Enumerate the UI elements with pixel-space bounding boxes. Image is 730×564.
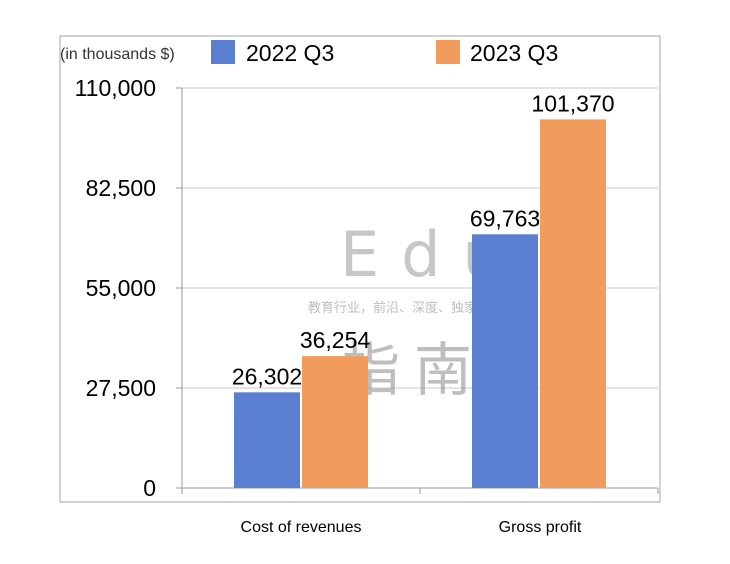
bar-2023-q3-gross-profit: [540, 119, 606, 488]
legend-swatch-2022: [211, 40, 235, 64]
legend-swatch-2023: [436, 40, 460, 64]
data-label: 69,763: [470, 205, 540, 231]
data-label: 26,302: [232, 363, 302, 389]
data-label: 101,370: [531, 90, 614, 116]
y-tick-label: 27,500: [86, 375, 156, 401]
y-tick-label: 0: [143, 475, 156, 501]
y-axis-ticks: 0 27,500 55,000 82,500 110,000: [75, 75, 182, 501]
unit-note: (in thousands $): [60, 46, 175, 63]
legend-label-2023: 2023 Q3: [470, 40, 558, 66]
legend-label-2022: 2022 Q3: [246, 40, 334, 66]
watermark-tagline: 教育行业，前沿、深度、独家: [308, 300, 477, 316]
legend: (in thousands $) 2022 Q3 2023 Q3: [60, 40, 558, 66]
y-tick-label: 82,500: [86, 175, 156, 201]
data-label: 36,254: [300, 327, 371, 353]
bars: [234, 119, 606, 488]
bar-2022-q3-cost-of-revenues: [234, 392, 300, 488]
chart-frame-border: [59, 35, 661, 503]
bar-2022-q3-gross-profit: [472, 234, 538, 488]
y-tick-label: 55,000: [86, 275, 156, 301]
y-tick-label: 110,000: [75, 75, 156, 101]
bar-2023-q3-cost-of-revenues: [302, 356, 368, 488]
category-label-cost-of-revenues: Cost of revenues: [241, 519, 362, 536]
data-labels: 26,302 36,254 69,763 101,370: [232, 90, 615, 389]
category-label-gross-profit: Gross profit: [499, 519, 582, 536]
